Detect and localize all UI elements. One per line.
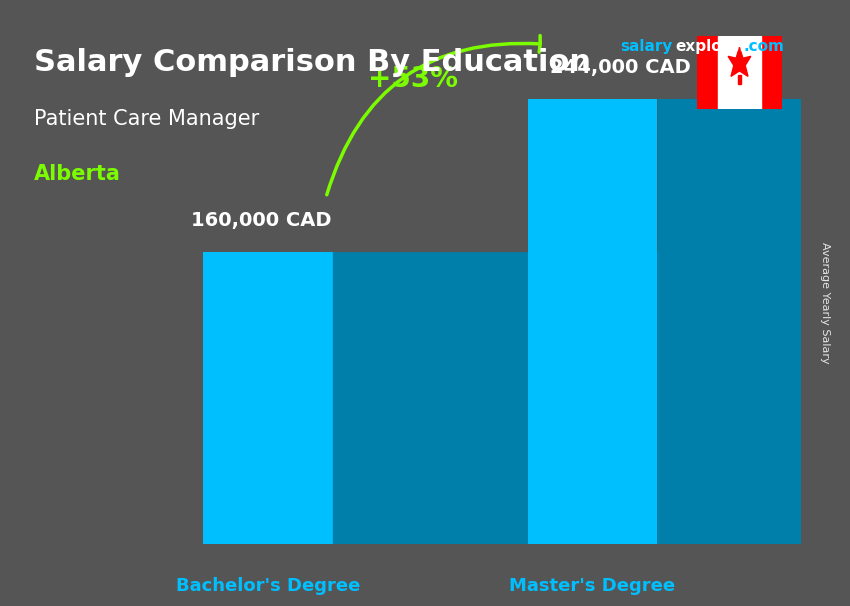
Polygon shape (203, 250, 850, 252)
Text: Bachelor's Degree: Bachelor's Degree (176, 577, 360, 595)
Text: Average Yearly Salary: Average Yearly Salary (819, 242, 830, 364)
Text: salary: salary (620, 39, 673, 55)
Text: Master's Degree: Master's Degree (509, 577, 676, 595)
FancyBboxPatch shape (528, 99, 657, 544)
FancyBboxPatch shape (203, 252, 333, 544)
Bar (761, 36, 782, 109)
Text: 160,000 CAD: 160,000 CAD (190, 211, 332, 230)
Polygon shape (528, 97, 850, 99)
Text: +53%: +53% (368, 65, 458, 93)
Polygon shape (657, 97, 850, 544)
Text: Patient Care Manager: Patient Care Manager (34, 109, 259, 129)
Text: 244,000 CAD: 244,000 CAD (549, 58, 690, 77)
Bar (718, 36, 761, 109)
Text: explorer: explorer (676, 39, 748, 55)
Text: .com: .com (744, 39, 785, 55)
Text: Salary Comparison By Education: Salary Comparison By Education (34, 48, 591, 78)
Polygon shape (333, 250, 850, 544)
Bar (738, 75, 741, 84)
Polygon shape (728, 47, 751, 76)
Text: Alberta: Alberta (34, 164, 121, 184)
Bar (697, 36, 718, 109)
